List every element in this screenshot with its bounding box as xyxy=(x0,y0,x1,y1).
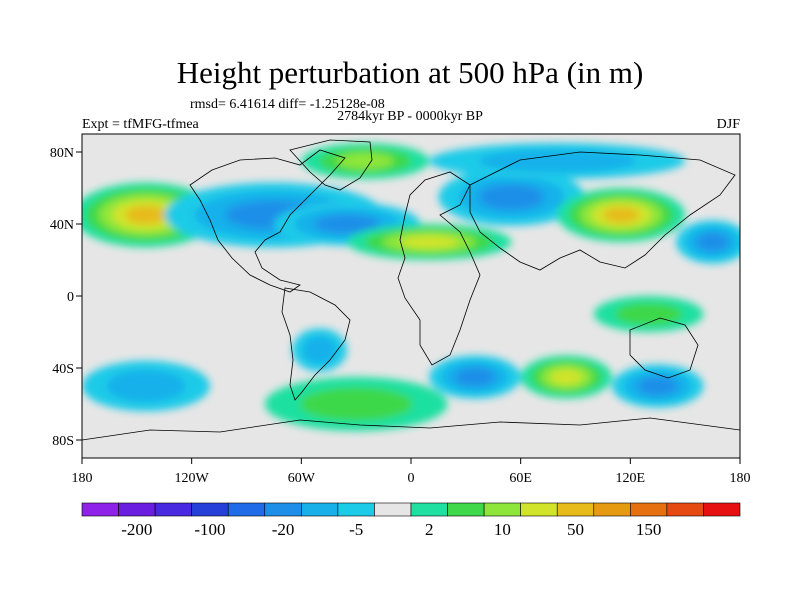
colorbar: -200 -100 -20 -5 2 10 50 150 xyxy=(81,502,741,539)
colorbar-swatch-13 xyxy=(556,502,595,517)
season-label: DJF xyxy=(717,117,741,132)
anomaly-south-america-low-level-6 xyxy=(302,336,337,364)
y-tick-label-4: 80S xyxy=(52,434,74,449)
x-tick-label-6: 180 xyxy=(730,471,751,486)
colorbar-label-2: -20 xyxy=(272,520,295,539)
anomaly-arctic-low-level-6 xyxy=(478,149,636,173)
south-america-coastline xyxy=(281,287,351,401)
x-tick-label-2: 60W xyxy=(288,471,316,486)
colorbar-label-6: 50 xyxy=(567,520,584,539)
colorbar-swatch-9 xyxy=(410,502,448,517)
anomaly-south-australia-low-level-5 xyxy=(637,376,679,396)
anomaly-north-atlantic-low-level-5 xyxy=(314,214,380,234)
colorbar-swatch-11 xyxy=(483,502,521,517)
x-tick-label-4: 60E xyxy=(509,471,532,486)
anomaly-greenland-high xyxy=(301,143,430,179)
period-label: 2784kyr BP - 0000kyr BP xyxy=(337,109,483,124)
anomaly-eurasia-low-level-5 xyxy=(479,184,545,210)
colorbar-label-4: 2 xyxy=(425,520,434,539)
anomaly-south-pacific-low xyxy=(82,360,210,412)
colorbar-swatch-12 xyxy=(520,502,558,517)
colorbar-swatch-2 xyxy=(154,502,192,517)
anomaly-southern-ocean-green xyxy=(264,377,448,431)
anomaly-southern-ocean-green-level-10 xyxy=(299,387,413,421)
colorbar-swatch-0 xyxy=(81,502,119,517)
x-tick-label-1: 120W xyxy=(175,471,210,486)
anomaly-asia-high xyxy=(557,188,686,242)
y-tick-label-1: 40N xyxy=(50,218,74,233)
anomaly-west-pacific-low xyxy=(676,220,740,264)
north-america-coastline xyxy=(189,149,346,293)
colorbar-swatch-6 xyxy=(301,502,339,517)
anomaly-south-australia-low xyxy=(612,364,704,408)
colorbar-label-1: -100 xyxy=(194,520,225,539)
x-tick-label-3: 0 xyxy=(408,471,415,486)
colorbar-swatch-5 xyxy=(264,502,302,517)
anomaly-tropical-pacific-green xyxy=(593,296,704,332)
colorbar-swatch-7 xyxy=(337,502,375,517)
colorbar-label-7: 150 xyxy=(636,520,662,539)
x-axis: 180 120W 60W 0 60E 120E 180 xyxy=(72,458,751,486)
y-tick-label-0: 80N xyxy=(50,146,74,161)
anomaly-greenland-high-level-11 xyxy=(336,153,394,169)
y-tick-label-2: 0 xyxy=(67,290,74,305)
anomaly-indian-ocean-high-level-12 xyxy=(550,369,583,385)
anomaly-north-pacific-high-level-13 xyxy=(125,205,167,225)
anomaly-asia-high-level-13 xyxy=(602,207,640,223)
anomaly-west-pacific-low-level-5 xyxy=(696,232,729,252)
anomaly-south-atlantic-low xyxy=(429,355,521,399)
stats-line: rmsd= 6.41614 diff= -1.25128e-08 xyxy=(190,97,385,112)
colorbar-swatch-8 xyxy=(374,502,412,517)
colorbar-swatch-1 xyxy=(118,502,156,517)
anomaly-sahara-high-level-12 xyxy=(400,235,458,249)
anomaly-south-america-low xyxy=(292,328,348,372)
chart-title: Height perturbation at 500 hPa (in m) xyxy=(177,55,644,90)
x-tick-label-5: 120E xyxy=(616,471,646,486)
australia-coastline xyxy=(629,317,699,379)
y-tick-label-3: 40S xyxy=(52,362,74,377)
anomaly-arctic-low xyxy=(429,143,686,179)
colorbar-label-3: -5 xyxy=(349,520,363,539)
asia-coastline xyxy=(469,151,736,271)
antarctica-coastline xyxy=(82,417,740,441)
colorbar-label-0: -200 xyxy=(121,520,152,539)
colorbar-swatch-3 xyxy=(191,502,229,517)
anomaly-sahara-high xyxy=(347,224,512,260)
colorbar-swatch-14 xyxy=(593,502,631,517)
colorbar-swatch-10 xyxy=(447,502,485,517)
colorbar-swatch-16 xyxy=(666,502,704,517)
anomaly-eurasia-low xyxy=(438,168,585,226)
anomaly-indian-ocean-high xyxy=(520,355,613,399)
greenland-coastline xyxy=(289,139,373,191)
colorbar-swatch-15 xyxy=(630,502,668,517)
colorbar-swatch-17 xyxy=(703,502,741,517)
y-axis: 80N 40N 0 40S 80S xyxy=(50,146,82,449)
anomaly-south-atlantic-low-level-5 xyxy=(454,367,496,387)
anomaly-south-pacific-low-level-6 xyxy=(106,370,186,402)
europe-africa-coastline xyxy=(397,171,481,366)
colorbar-swatch-4 xyxy=(227,502,266,517)
x-tick-label-0: 180 xyxy=(72,471,93,486)
colorbar-label-5: 10 xyxy=(494,520,511,539)
experiment-label: Expt = tfMFG-tfmea xyxy=(82,117,200,132)
